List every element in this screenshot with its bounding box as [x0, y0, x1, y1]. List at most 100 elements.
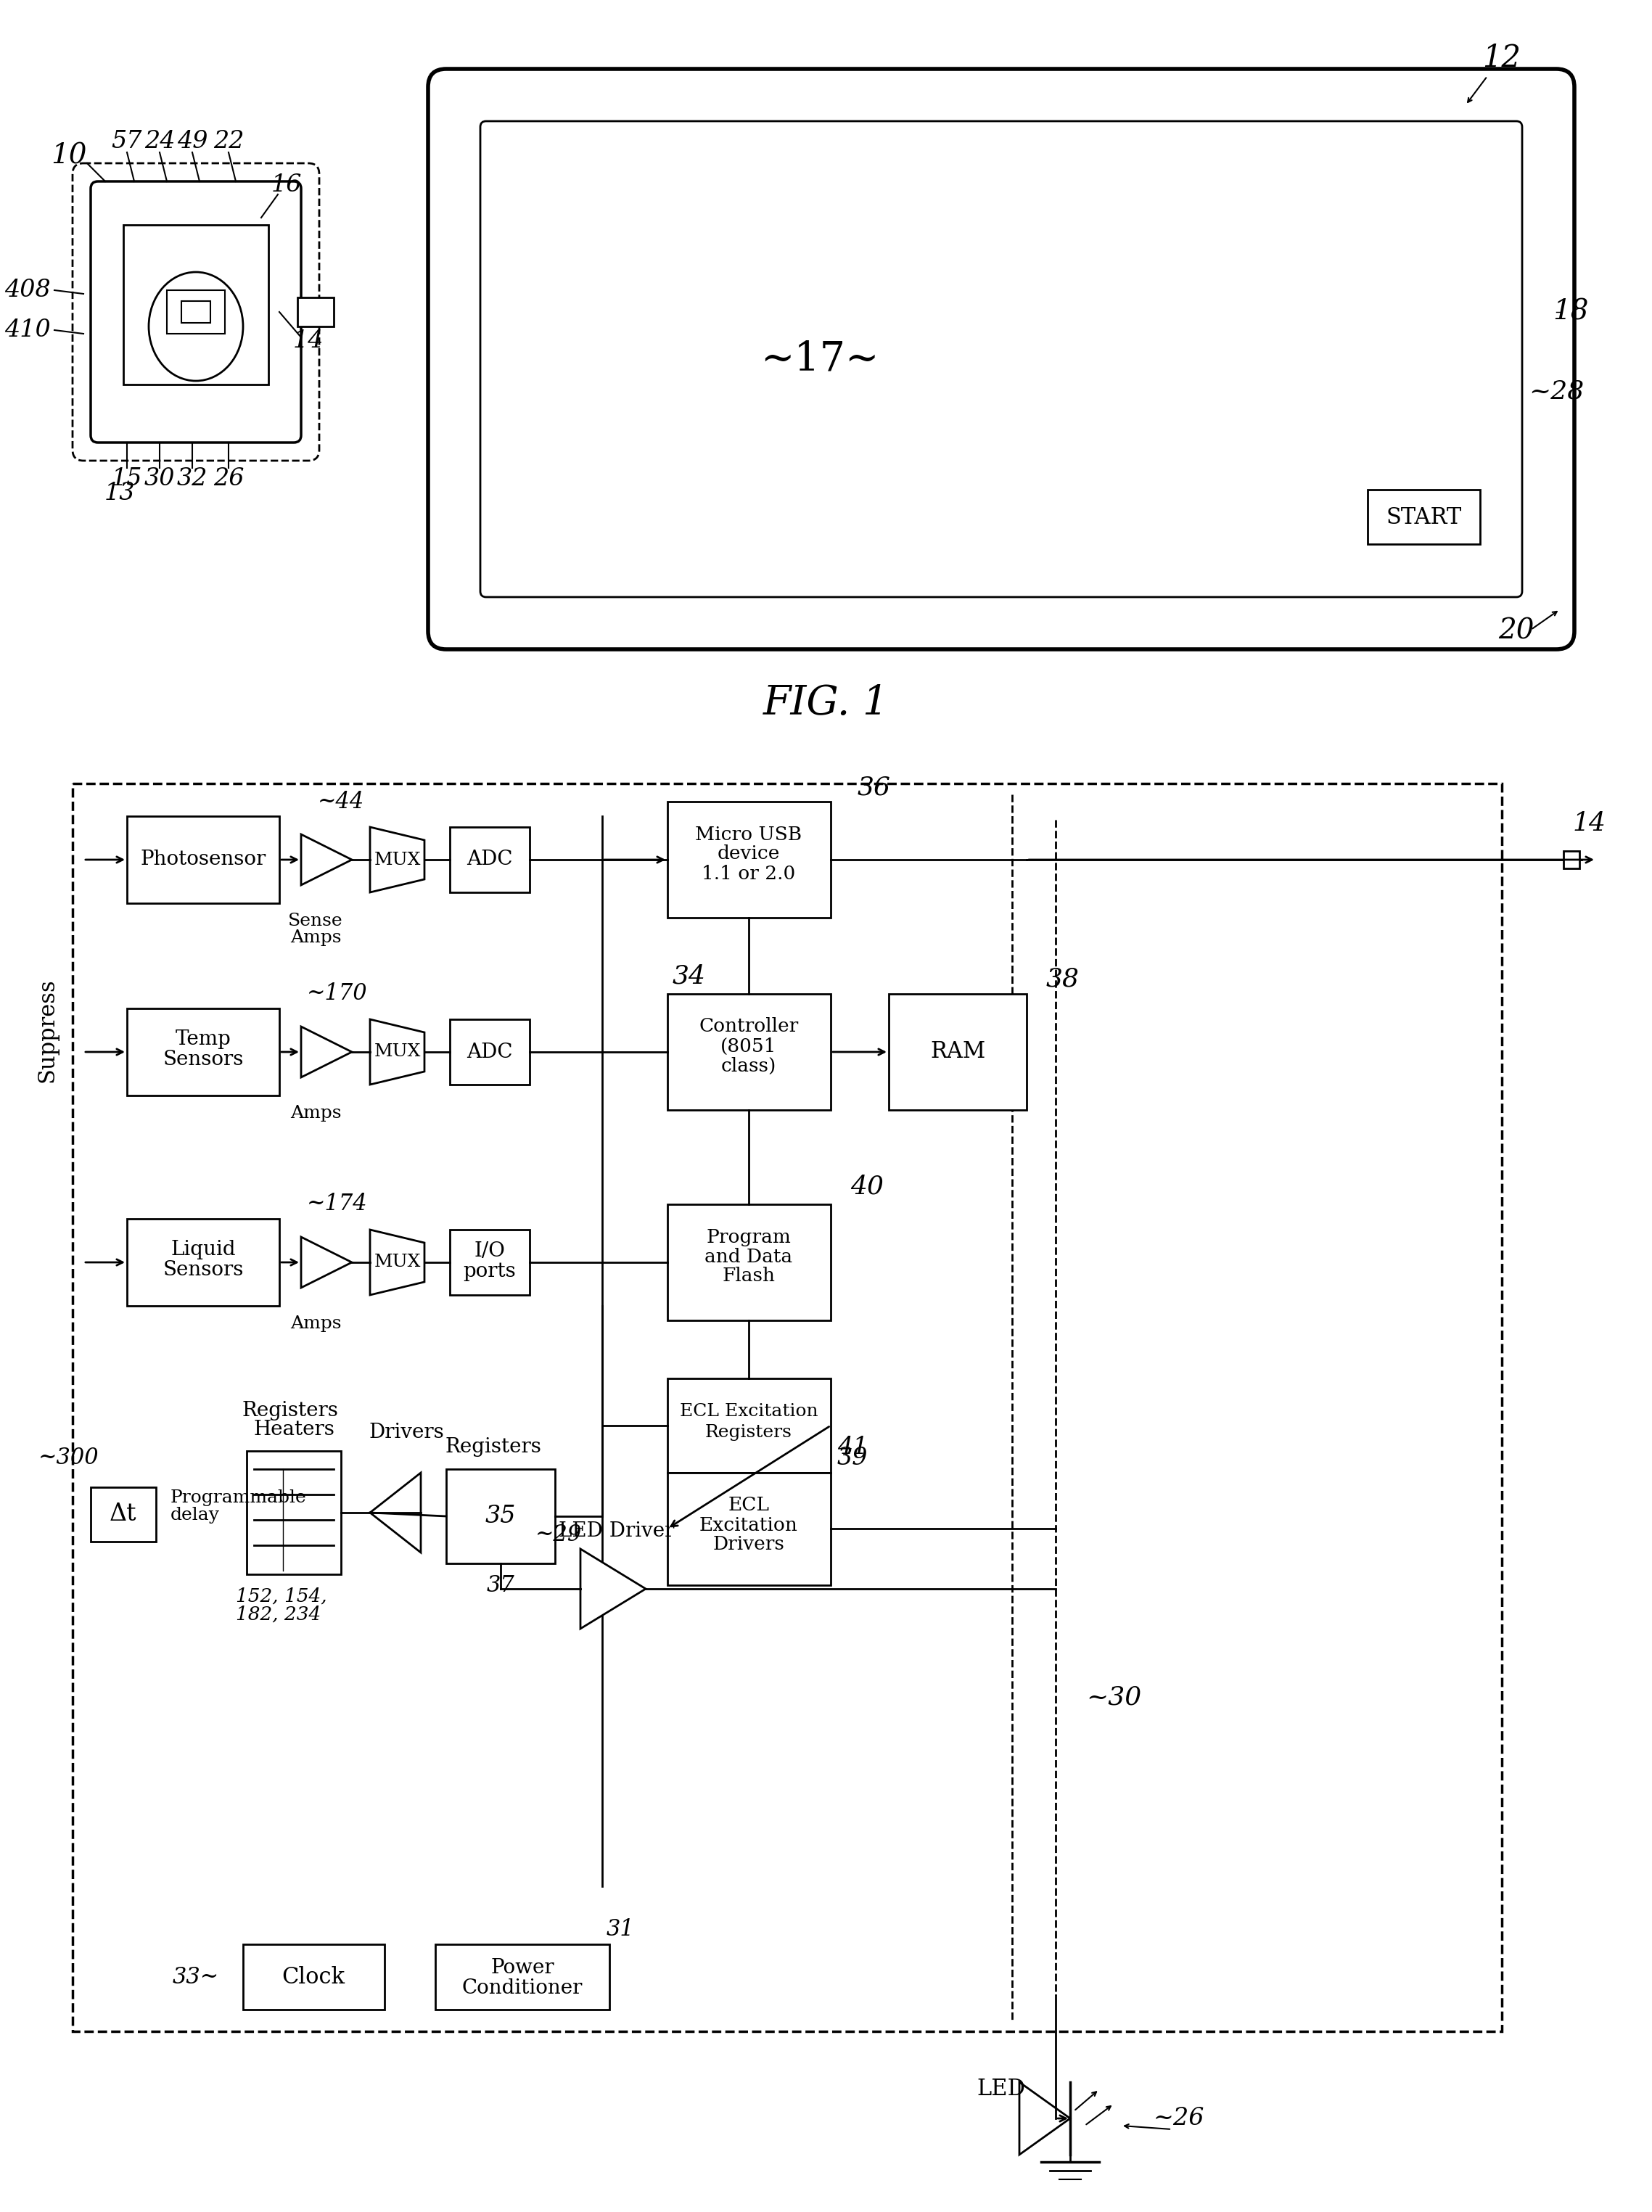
Bar — [127, 816, 279, 902]
Text: Amps: Amps — [291, 1106, 342, 1121]
Text: Registers: Registers — [241, 1400, 339, 1420]
Text: 26: 26 — [213, 467, 244, 491]
Text: Registers: Registers — [444, 1438, 542, 1458]
Text: 18: 18 — [1553, 299, 1589, 325]
Text: Heaters: Heaters — [253, 1420, 334, 1440]
Text: ADC: ADC — [466, 849, 512, 869]
Text: (8051: (8051 — [720, 1037, 776, 1055]
Text: ~300: ~300 — [38, 1447, 99, 1469]
Text: ECL: ECL — [729, 1495, 770, 1515]
Text: Controller: Controller — [699, 1018, 798, 1035]
Bar — [91, 1486, 155, 1542]
Bar — [167, 290, 225, 334]
Text: Registers: Registers — [705, 1425, 793, 1442]
Bar — [182, 301, 210, 323]
Text: 13: 13 — [104, 482, 135, 504]
Text: class): class) — [720, 1057, 776, 1075]
Text: device: device — [717, 845, 780, 863]
Text: Sensors: Sensors — [164, 1048, 243, 1068]
Text: ~26: ~26 — [1153, 2106, 1204, 2130]
Bar — [449, 1230, 530, 1294]
Polygon shape — [370, 1020, 425, 1084]
Text: 22: 22 — [213, 131, 244, 153]
Text: 16: 16 — [271, 173, 302, 197]
Text: MUX: MUX — [375, 1044, 421, 1060]
Text: 32: 32 — [177, 467, 208, 491]
Text: FIG. 1: FIG. 1 — [763, 684, 889, 723]
Text: ECL Excitation: ECL Excitation — [679, 1402, 818, 1420]
Bar — [667, 1378, 831, 1473]
Text: delay: delay — [170, 1506, 220, 1524]
Bar — [436, 1944, 610, 2008]
Text: ADC: ADC — [466, 1042, 512, 1062]
Text: Conditioner: Conditioner — [463, 1978, 583, 1997]
Text: 15: 15 — [112, 467, 142, 491]
Bar — [889, 993, 1026, 1110]
Text: 152, 154,: 152, 154, — [236, 1586, 327, 1606]
Polygon shape — [370, 1230, 425, 1294]
Text: 20: 20 — [1498, 617, 1535, 644]
Text: LED Driver: LED Driver — [558, 1522, 674, 1540]
Bar — [73, 783, 1502, 2031]
Text: 24: 24 — [144, 131, 175, 153]
Text: Suppress: Suppress — [36, 978, 58, 1082]
Bar — [127, 1009, 279, 1095]
Text: 40: 40 — [851, 1175, 884, 1199]
Text: 49: 49 — [177, 131, 208, 153]
Text: 37: 37 — [487, 1575, 515, 1597]
Text: Δt: Δt — [109, 1502, 137, 1526]
Text: 12: 12 — [1482, 42, 1521, 73]
Text: and Data: and Data — [705, 1248, 793, 1265]
Text: 410: 410 — [5, 319, 51, 341]
Text: Sensors: Sensors — [164, 1261, 243, 1279]
Text: 14: 14 — [1573, 812, 1606, 836]
Text: RAM: RAM — [930, 1040, 985, 1064]
Text: Temp: Temp — [175, 1029, 231, 1048]
Bar — [667, 993, 831, 1110]
FancyBboxPatch shape — [428, 69, 1574, 650]
Bar — [449, 1020, 530, 1084]
FancyBboxPatch shape — [73, 164, 319, 460]
Text: I/O: I/O — [474, 1241, 506, 1261]
Polygon shape — [301, 1237, 352, 1287]
Text: 1.1 or 2.0: 1.1 or 2.0 — [702, 865, 796, 883]
Text: 30: 30 — [144, 467, 175, 491]
Text: 34: 34 — [672, 964, 705, 989]
Text: 10: 10 — [51, 142, 88, 170]
Text: 31: 31 — [606, 1918, 634, 1942]
Text: 36: 36 — [857, 774, 890, 799]
Text: 38: 38 — [1046, 967, 1079, 991]
Text: ~174: ~174 — [307, 1192, 368, 1217]
Text: MUX: MUX — [375, 1254, 421, 1270]
Bar — [667, 801, 831, 918]
Polygon shape — [580, 1548, 646, 1628]
Text: Sense: Sense — [287, 914, 344, 929]
Polygon shape — [1019, 2081, 1070, 2154]
Text: Drivers: Drivers — [368, 1422, 444, 1442]
FancyBboxPatch shape — [481, 122, 1521, 597]
Text: 39: 39 — [838, 1447, 867, 1469]
Bar — [1563, 852, 1579, 869]
Text: Photosensor: Photosensor — [140, 849, 266, 869]
Bar — [297, 296, 334, 327]
Bar — [243, 1944, 385, 2008]
Text: Amps: Amps — [291, 1316, 342, 1332]
Polygon shape — [301, 1026, 352, 1077]
Bar — [246, 1451, 340, 1575]
Text: 14: 14 — [292, 330, 324, 352]
Text: ~17~: ~17~ — [760, 338, 879, 378]
Text: ~170: ~170 — [307, 982, 368, 1004]
Text: Clock: Clock — [282, 1966, 345, 1989]
Bar — [446, 1469, 555, 1564]
Text: Flash: Flash — [722, 1267, 775, 1285]
Text: Power: Power — [491, 1958, 553, 1978]
Text: 57: 57 — [112, 131, 142, 153]
Text: 182, 234: 182, 234 — [236, 1606, 320, 1624]
Text: Program: Program — [707, 1228, 791, 1245]
Text: 408: 408 — [5, 279, 51, 301]
Bar — [667, 1473, 831, 1586]
Text: Excitation: Excitation — [699, 1515, 798, 1535]
Bar — [1368, 489, 1480, 544]
Bar — [124, 226, 268, 385]
Text: START: START — [1386, 507, 1462, 529]
